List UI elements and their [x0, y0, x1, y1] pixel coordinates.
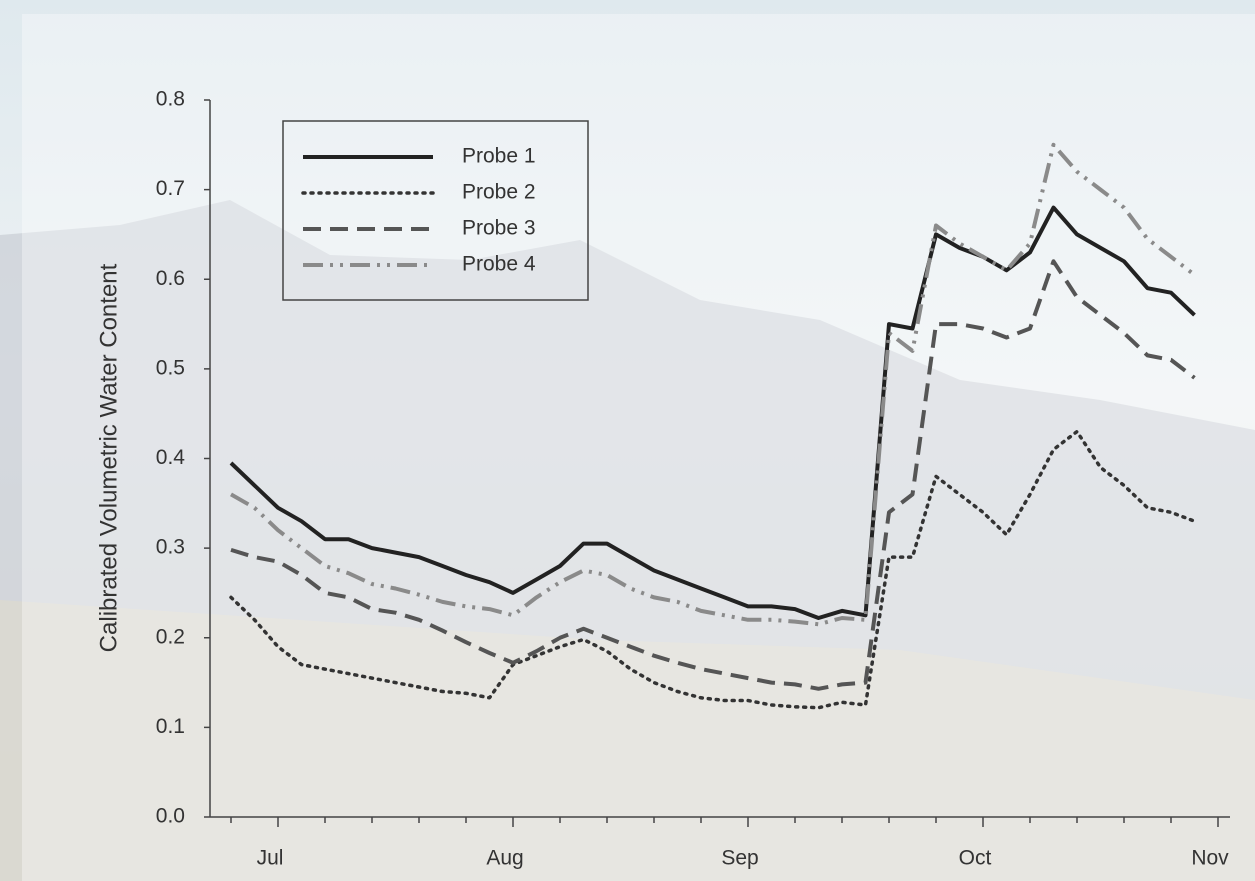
page: {"chart_data": { "type": "line", "ylabel… — [0, 0, 1255, 881]
plot-panel — [22, 14, 1255, 881]
y-tick-label: 0.8 — [156, 88, 185, 111]
y-tick-label: 0.6 — [156, 267, 185, 290]
y-tick-label: 0.2 — [156, 625, 185, 648]
x-tick-label: Sep — [721, 847, 758, 870]
y-axis-label: Calibrated Volumetric Water Content — [95, 263, 122, 652]
y-tick-label: 0.4 — [156, 446, 186, 469]
y-tick-label: 0.7 — [156, 177, 185, 200]
y-tick-label: 0.3 — [156, 536, 185, 559]
legend-label: Probe 2 — [462, 181, 536, 204]
chart: Calibrated Volumetric Water Content 0.0 0… — [0, 0, 1255, 881]
x-tick-label: Nov — [1191, 847, 1229, 870]
x-tick-label: Oct — [959, 847, 992, 870]
legend-label: Probe 3 — [462, 217, 536, 240]
x-tick-label: Jul — [257, 847, 284, 870]
y-tick-label: 0.1 — [156, 715, 185, 738]
y-tick-label: 0.0 — [156, 805, 185, 828]
x-tick-label: Aug — [486, 847, 523, 870]
legend-label: Probe 1 — [462, 145, 536, 168]
y-tick-label: 0.5 — [156, 356, 185, 379]
legend-label: Probe 4 — [462, 253, 536, 276]
